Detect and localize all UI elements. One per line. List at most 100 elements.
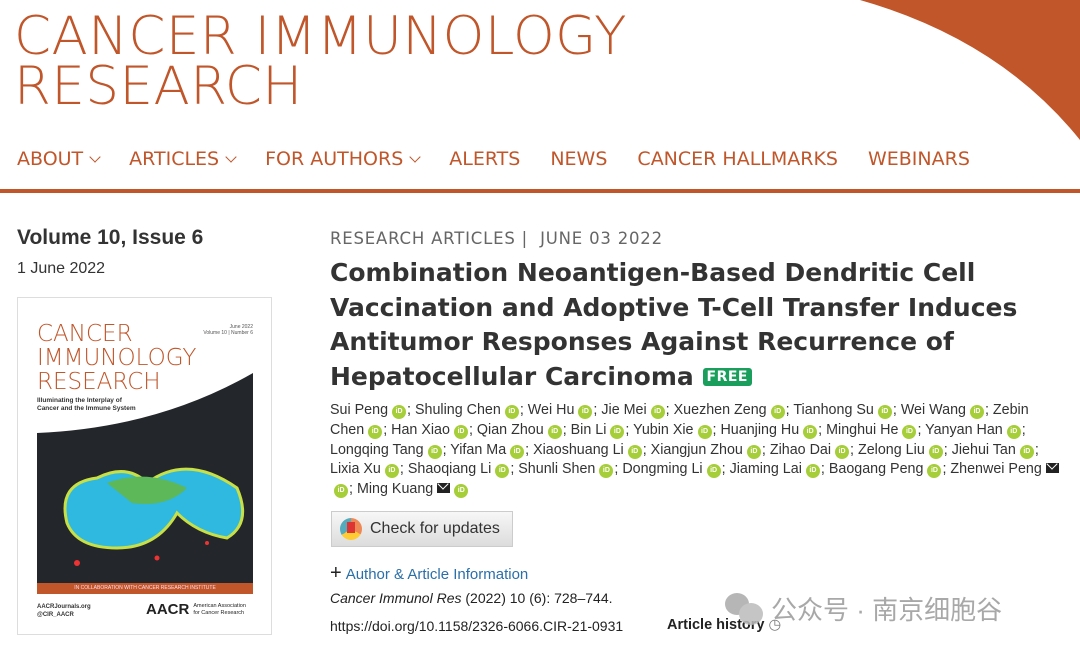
author-name[interactable]: Huanjing Hu: [720, 421, 800, 438]
author-name[interactable]: Dongming Li: [622, 461, 703, 478]
author-name[interactable]: Zebin Chen: [330, 402, 1029, 438]
orcid-icon[interactable]: iD: [599, 464, 614, 479]
nav-label: NEWS: [550, 148, 608, 170]
journal-logo[interactable]: CANCER IMMUNOLOGY RESEARCH: [14, 10, 627, 113]
orcid-icon[interactable]: iD: [697, 424, 712, 439]
orcid-icon[interactable]: iD: [454, 484, 469, 499]
author-name[interactable]: Zelong Liu: [858, 441, 925, 458]
author-name[interactable]: Minghui He: [826, 421, 899, 438]
orcid-icon[interactable]: iD: [510, 444, 525, 459]
plus-icon: +: [330, 562, 342, 584]
email-icon[interactable]: [1045, 463, 1059, 474]
nav-item-news[interactable]: NEWS: [550, 148, 607, 170]
orcid-icon[interactable]: iD: [547, 424, 562, 439]
author-name[interactable]: Bin Li: [570, 421, 607, 438]
issue-cover-image[interactable]: CANCER IMMUNOLOGY RESEARCH June 2022 Volume…: [17, 297, 272, 635]
orcid-icon[interactable]: iD: [334, 484, 348, 499]
orcid-icon[interactable]: iD: [495, 464, 510, 479]
author-name[interactable]: Wei Hu: [527, 402, 575, 418]
author-name[interactable]: Shaoqiang Li: [407, 461, 492, 478]
author-name[interactable]: Longqing Tang: [330, 441, 424, 458]
check-for-updates-button[interactable]: Check for updates: [331, 511, 513, 547]
orcid-icon[interactable]: iD: [805, 464, 820, 479]
orcid-icon[interactable]: iD: [706, 464, 721, 479]
free-badge: FREE: [702, 367, 752, 386]
orcid-icon[interactable]: iD: [902, 424, 917, 439]
orcid-icon[interactable]: iD: [1006, 424, 1021, 439]
author-name[interactable]: Jie Mei: [601, 402, 647, 418]
nav-label: ALERTS: [449, 148, 521, 170]
author-name[interactable]: Lixia Xu: [330, 461, 381, 478]
nav-item-about[interactable]: ABOUT: [17, 148, 101, 170]
orcid-icon[interactable]: iD: [384, 464, 399, 479]
main-nav: ABOUT ARTICLES FOR AUTHORS ALERTS NEWS CANCER…: [17, 148, 1000, 170]
orcid-icon[interactable]: iD: [1019, 444, 1034, 459]
orcid-icon[interactable]: iD: [928, 444, 943, 459]
orcid-icon[interactable]: iD: [650, 405, 665, 419]
doi-link[interactable]: https://doi.org/10.1158/2326-6066.CIR-21…: [330, 618, 624, 634]
orcid-icon[interactable]: iD: [368, 424, 383, 439]
author-name[interactable]: Jiehui Tan: [951, 441, 1016, 458]
author-name[interactable]: Xuezhen Zeng: [673, 402, 767, 418]
cover-subtitle: Illuminating the Interplay of Cancer and …: [37, 397, 136, 412]
cover-links: AACRJournals.org @CIR_AACR: [37, 604, 91, 618]
cover-artwork: [37, 373, 253, 583]
header-swoosh-decoration: [860, 0, 1080, 140]
author-name[interactable]: Baogang Peng: [828, 461, 924, 478]
author-name[interactable]: Shuling Chen: [414, 402, 501, 418]
nav-label: ABOUT: [17, 148, 84, 170]
author-name[interactable]: Wei Wang: [900, 402, 966, 418]
author-name[interactable]: Shunli Shen: [518, 461, 596, 478]
article-category[interactable]: RESEARCH ARTICLES: [330, 229, 516, 248]
clock-icon: ◷: [768, 617, 782, 633]
issue-title[interactable]: Volume 10, Issue 6: [17, 226, 204, 249]
orcid-icon[interactable]: iD: [746, 444, 761, 459]
nav-item-webinars[interactable]: WEBINARS: [868, 148, 970, 170]
nav-item-alerts[interactable]: ALERTS: [449, 148, 520, 170]
author-name[interactable]: Sui Peng: [330, 402, 389, 418]
wechat-icon: [725, 592, 763, 625]
orcid-icon[interactable]: iD: [969, 405, 984, 419]
author-name[interactable]: Jiaming Lai: [729, 461, 802, 478]
author-name[interactable]: Yifan Ma: [450, 441, 507, 458]
orcid-icon[interactable]: iD: [877, 405, 892, 419]
author-article-info-toggle[interactable]: + Author & Article Information: [330, 562, 528, 585]
watermark-text: 公众号 · 南京细胞谷: [771, 595, 1003, 625]
author-name[interactable]: Yubin Xie: [633, 421, 694, 438]
check-updates-label: Check for updates: [370, 520, 500, 537]
orcid-icon[interactable]: iD: [392, 405, 407, 419]
cover-title: CANCER IMMUNOLOGY RESEARCH: [37, 321, 197, 395]
orcid-icon[interactable]: iD: [453, 424, 468, 439]
author-name[interactable]: Han Xiao: [391, 421, 450, 438]
author-name[interactable]: Qian Zhou: [476, 421, 544, 438]
author-name[interactable]: Zhenwei Peng: [950, 461, 1042, 478]
author-info-label: Author & Article Information: [345, 566, 529, 583]
orcid-icon[interactable]: iD: [578, 405, 593, 419]
nav-item-articles[interactable]: ARTICLES: [129, 148, 237, 170]
orcid-icon[interactable]: iD: [770, 405, 785, 419]
orcid-icon[interactable]: iD: [427, 444, 442, 459]
orcid-icon[interactable]: iD: [835, 444, 850, 459]
author-name[interactable]: Zihao Dai: [769, 441, 832, 458]
email-icon[interactable]: [437, 483, 451, 494]
author-name[interactable]: Ming Kuang: [356, 481, 434, 498]
chevron-down-icon: [225, 151, 237, 163]
nav-item-cancer-hallmarks[interactable]: CANCER HALLMARKS: [637, 148, 838, 170]
orcid-icon[interactable]: iD: [927, 464, 942, 479]
nav-item-for-authors[interactable]: FOR AUTHORS: [265, 148, 421, 170]
meta-separator: |: [521, 229, 529, 248]
orcid-icon[interactable]: iD: [627, 444, 642, 459]
orcid-icon[interactable]: iD: [610, 424, 625, 439]
author-name[interactable]: Xiaoshuang Li: [533, 441, 624, 458]
article-history-button[interactable]: Article history ◷: [667, 617, 781, 633]
author-name[interactable]: Xiangjun Zhou: [650, 441, 743, 458]
issue-date: 1 June 2022: [17, 260, 106, 277]
citation-details: (2022) 10 (6): 728–744.: [461, 590, 613, 606]
article-history-label: Article history: [667, 617, 765, 633]
citation: Cancer Immunol Res (2022) 10 (6): 728–74…: [330, 590, 613, 606]
author-name[interactable]: Yanyan Han: [925, 421, 1003, 438]
author-list: Sui Peng iD; Shuling Chen iD; Wei Hu iD; Ji…: [330, 401, 1060, 500]
author-name[interactable]: Tianhong Su: [793, 402, 874, 418]
orcid-icon[interactable]: iD: [504, 405, 519, 419]
orcid-icon[interactable]: iD: [803, 424, 818, 439]
